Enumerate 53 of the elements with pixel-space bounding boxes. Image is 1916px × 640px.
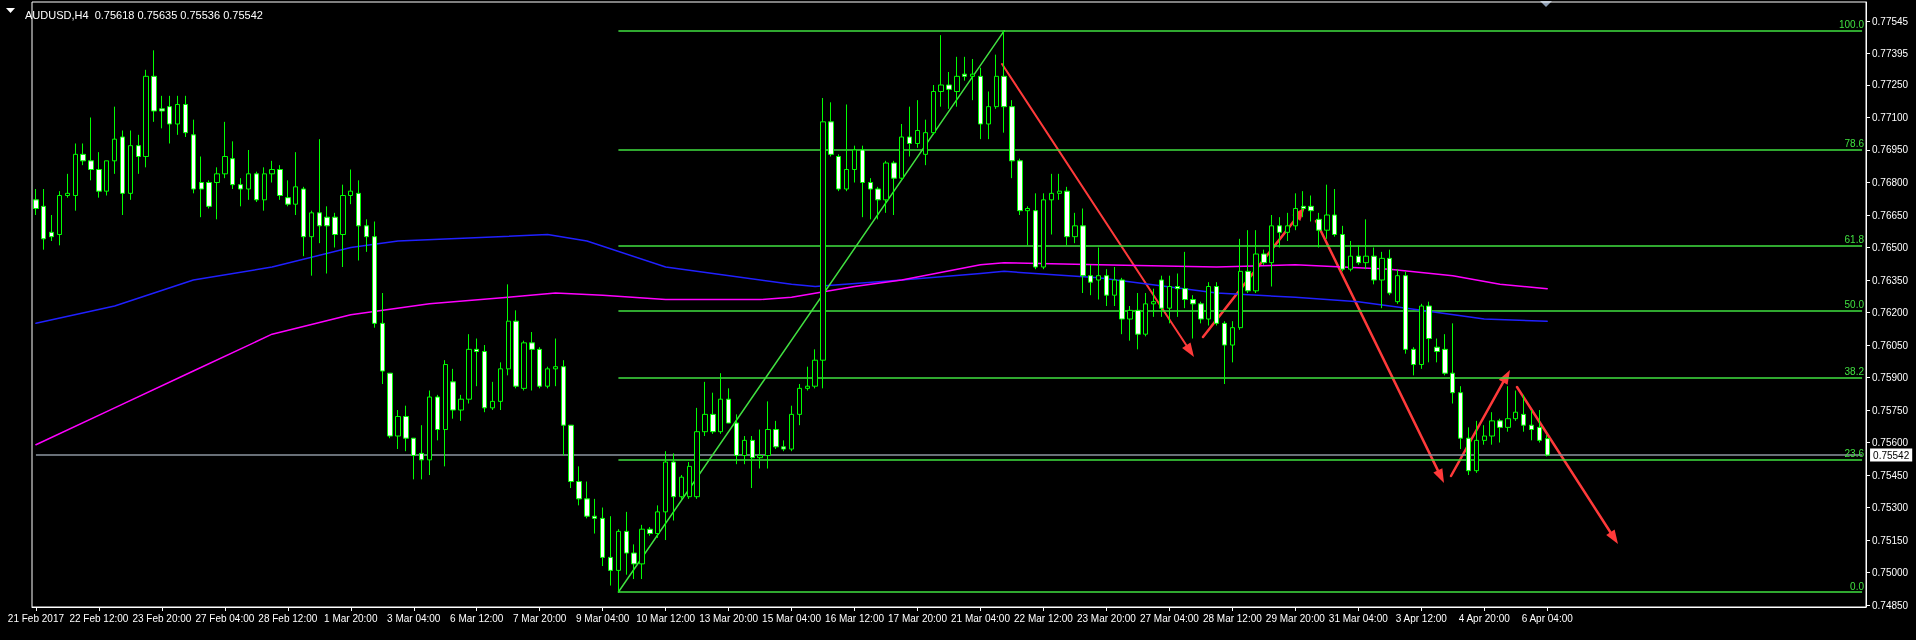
y-tick-label: 0.77395 bbox=[1872, 48, 1909, 60]
y-tick-label: 0.74850 bbox=[1872, 599, 1909, 611]
x-tick-label: 28 Feb 12:00 bbox=[258, 612, 318, 624]
y-tick-label: 0.77250 bbox=[1872, 79, 1909, 91]
x-tick-label: 4 Apr 20:00 bbox=[1458, 612, 1511, 624]
x-tick-label: 9 Mar 04:00 bbox=[575, 612, 630, 624]
x-tick-label: 23 Feb 20:00 bbox=[132, 612, 192, 624]
y-tick-label: 0.75300 bbox=[1872, 502, 1909, 514]
y-tick-label: 0.76350 bbox=[1872, 274, 1909, 286]
x-tick-label: 17 Mar 20:00 bbox=[888, 612, 948, 624]
y-tick-label: 0.76950 bbox=[1872, 144, 1909, 156]
y-tick-label: 0.77100 bbox=[1872, 112, 1909, 123]
x-tick-label: 21 Mar 04:00 bbox=[951, 612, 1011, 624]
annotation: 100.0 bbox=[1838, 19, 1865, 31]
y-tick-label: 0.75750 bbox=[1872, 404, 1909, 416]
x-tick-label: 23 Mar 20:00 bbox=[1076, 612, 1137, 624]
text: AUDUSD,H4 0.75618 0.75635 0.75536 0.75542 bbox=[25, 8, 263, 21]
annotation: 0.0 bbox=[1850, 580, 1865, 592]
y-tick-label: 0.75600 bbox=[1872, 437, 1909, 449]
y-tick-label: 0.76500 bbox=[1872, 242, 1909, 254]
x-tick-label: 22 Feb 12:00 bbox=[69, 612, 129, 624]
y-tick-label: 0.75150 bbox=[1872, 534, 1909, 546]
x-tick-label: 3 Apr 12:00 bbox=[1395, 612, 1448, 624]
y-tick-label: 0.76650 bbox=[1872, 209, 1909, 221]
y-tick-label: 0.76050 bbox=[1872, 339, 1909, 351]
x-tick-label: 16 Mar 12:00 bbox=[825, 612, 885, 624]
x-tick-label: 6 Apr 04:00 bbox=[1521, 612, 1574, 624]
y-tick-label: 0.76200 bbox=[1872, 307, 1909, 319]
x-tick-label: 27 Feb 04:00 bbox=[195, 612, 255, 624]
x-tick-label: 7 Mar 20:00 bbox=[513, 612, 567, 624]
annotation: 78.6 bbox=[1844, 138, 1865, 150]
x-tick-label: 15 Mar 04:00 bbox=[762, 612, 822, 624]
y-tick-label: 0.77545 bbox=[1872, 15, 1909, 27]
x-tick-label: 22 Mar 12:00 bbox=[1013, 612, 1074, 624]
x-tick-label: 28 Mar 12:00 bbox=[1202, 612, 1263, 624]
ref-line-label: 0.75542 bbox=[1873, 449, 1910, 461]
annotation: 50.0 bbox=[1844, 298, 1865, 310]
x-tick-label: 10 Mar 12:00 bbox=[636, 612, 696, 624]
x-tick-label: 29 Mar 20:00 bbox=[1265, 612, 1326, 624]
x-tick-label: 6 Mar 12:00 bbox=[450, 612, 504, 624]
y-tick-label: 0.76800 bbox=[1872, 177, 1909, 188]
annotation: 61.8 bbox=[1844, 233, 1865, 245]
annotation: 38.2 bbox=[1844, 366, 1865, 378]
x-tick-label: 31 Mar 04:00 bbox=[1328, 612, 1389, 624]
x-tick-label: 21 Feb 2017 bbox=[7, 612, 65, 624]
y-tick-label: 0.75450 bbox=[1872, 469, 1909, 481]
x-tick-label: 3 Mar 04:00 bbox=[387, 612, 441, 624]
x-tick-label: 13 Mar 20:00 bbox=[699, 612, 759, 624]
x-tick-label: 1 Mar 20:00 bbox=[324, 612, 378, 624]
y-tick-label: 0.75900 bbox=[1872, 372, 1909, 384]
y-tick-label: 0.75000 bbox=[1872, 567, 1909, 579]
annotation: 23.6 bbox=[1844, 448, 1865, 460]
x-tick-label: 27 Mar 04:00 bbox=[1139, 612, 1200, 624]
